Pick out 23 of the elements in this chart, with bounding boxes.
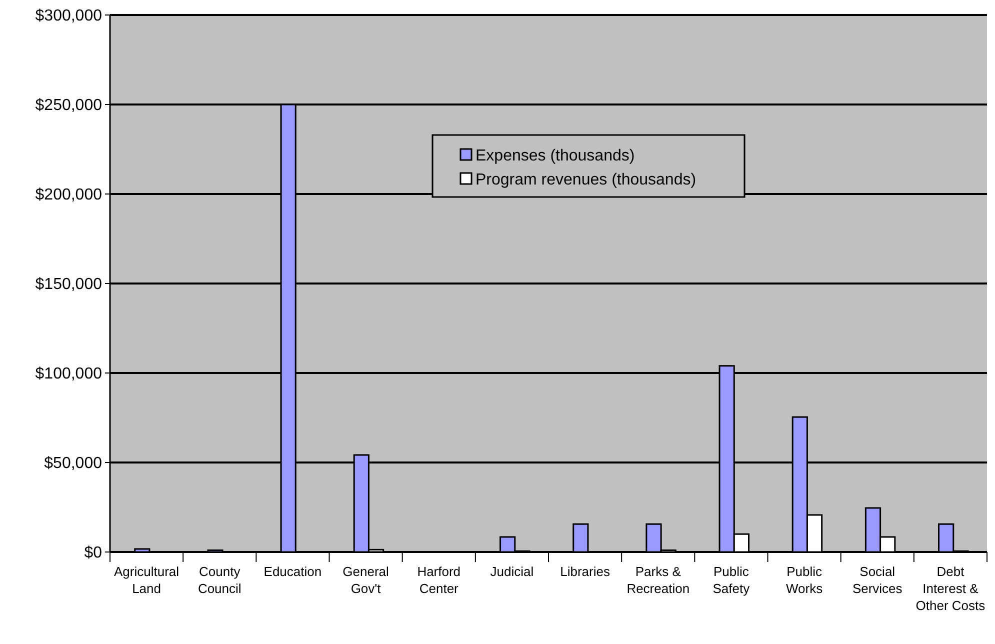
- y-tick-label: $300,000: [35, 8, 102, 25]
- y-tick-label: $250,000: [35, 97, 102, 114]
- y-tick-label: $0: [84, 544, 102, 562]
- x-tick-label: Public Works: [786, 564, 824, 596]
- x-tick-label: Debt Interest & Other Costs: [916, 564, 986, 613]
- y-tick-label: $50,000: [44, 455, 102, 472]
- x-tick-label: Harford Center: [417, 564, 461, 596]
- x-tick-label: Parks & Recreation: [626, 564, 690, 596]
- x-tick-label: Education: [264, 564, 322, 579]
- x-tick-label: Libraries: [560, 564, 610, 579]
- legend-label: Program revenues (thousands): [476, 172, 696, 189]
- y-tick-label: $200,000: [35, 186, 102, 204]
- x-tick-label: General Gov't: [342, 564, 390, 596]
- y-tick-label: $150,000: [35, 276, 102, 294]
- x-tick-label: County Council: [198, 564, 242, 596]
- x-tick-label: Social Services: [852, 564, 903, 596]
- y-tick-label: $100,000: [35, 366, 102, 383]
- legend-label: Expenses (thousands): [476, 148, 635, 165]
- x-tick-label: Public Safety: [712, 564, 750, 596]
- bar: [572, 523, 589, 553]
- x-tick-label: Agricultural Land: [114, 564, 180, 596]
- bar: [134, 548, 150, 553]
- x-tick-label: Judicial: [490, 564, 534, 579]
